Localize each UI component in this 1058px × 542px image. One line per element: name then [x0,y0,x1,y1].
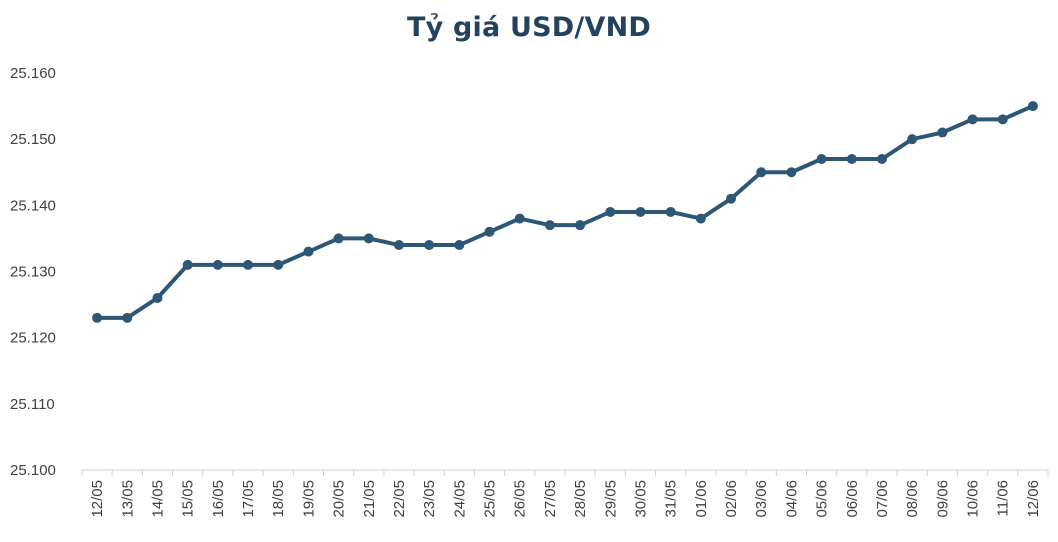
data-point [333,233,344,244]
y-axis-ticks: 25.100 25.110 25.120 25.130 25.140 25.150 25.1… [10,65,56,479]
x-tick-label: 24/05 [451,480,468,518]
x-tick-label: 22/05 [391,480,408,518]
x-tick-label: 02/06 [723,480,740,518]
x-tick-label: 26/05 [512,480,529,518]
x-tick-label: 08/06 [904,480,921,518]
x-tick-label: 18/05 [270,480,287,518]
y-tick-label: 25.120 [10,330,56,347]
data-point [544,220,555,231]
x-tick-label: 28/05 [572,480,589,518]
data-point [605,206,616,217]
data-point [575,220,586,231]
y-tick-label: 25.130 [10,264,56,281]
data-point [122,312,133,323]
x-tick-label: 13/05 [119,480,136,518]
x-tick-label: 15/05 [180,480,197,518]
x-tick-label: 29/05 [602,480,619,518]
data-point [92,312,103,323]
data-point [846,154,857,165]
y-tick-label: 25.100 [10,462,56,479]
x-tick-label: 31/05 [663,480,680,518]
x-tick-label: 12/05 [89,480,106,518]
data-point [876,154,887,165]
data-point [152,292,163,303]
data-points [92,101,1038,323]
x-tick-label: 12/06 [1025,480,1042,518]
data-point [967,114,978,125]
x-tick-label: 04/06 [783,480,800,518]
data-point [424,240,435,251]
data-point [303,246,314,257]
x-tick-label: 25/05 [482,480,499,518]
x-tick-label: 05/06 [814,480,831,518]
data-point [907,134,918,145]
data-point [937,127,948,138]
data-point [273,259,284,270]
data-point [726,193,737,204]
data-point [816,154,827,165]
data-point [514,213,525,224]
data-point [363,233,374,244]
x-tick-label: 23/05 [421,480,438,518]
y-tick-label: 25.150 [10,131,56,148]
x-tick-label: 30/05 [632,480,649,518]
x-tick-label: 16/05 [210,480,227,518]
series-line [95,104,1035,320]
x-tick-label: 03/06 [753,480,770,518]
x-tick-label: 10/06 [965,480,982,518]
data-point [182,259,193,270]
x-axis-ticks: 12/05 13/05 14/05 15/05 16/05 17/05 18/05 19/05… [81,470,1049,518]
y-tick-label: 25.110 [10,396,55,413]
data-point [695,213,706,224]
y-tick-label: 25.160 [10,65,56,82]
data-point [484,226,495,237]
x-tick-label: 17/05 [240,480,257,518]
data-point [393,240,404,251]
data-point [997,114,1008,125]
x-tick-label: 07/06 [874,480,891,518]
chart-title: Tỷ giá USD/VND [407,12,651,43]
data-point [454,240,465,251]
data-point [756,167,767,178]
x-tick-label: 21/05 [361,480,378,518]
x-tick-label: 20/05 [331,480,348,518]
x-tick-label: 14/05 [149,480,166,518]
data-point [786,167,797,178]
y-tick-label: 25.140 [10,197,56,214]
x-tick-label: 11/06 [995,480,1012,516]
data-point [665,206,676,217]
data-point [1027,101,1038,112]
data-point [635,206,646,217]
x-tick-label: 06/06 [844,480,861,518]
x-tick-label: 01/06 [693,480,710,518]
x-tick-label: 09/06 [934,480,951,518]
data-point [243,259,254,270]
x-tick-label: 19/05 [300,480,317,518]
data-point [212,259,223,270]
x-tick-label: 27/05 [542,480,559,518]
